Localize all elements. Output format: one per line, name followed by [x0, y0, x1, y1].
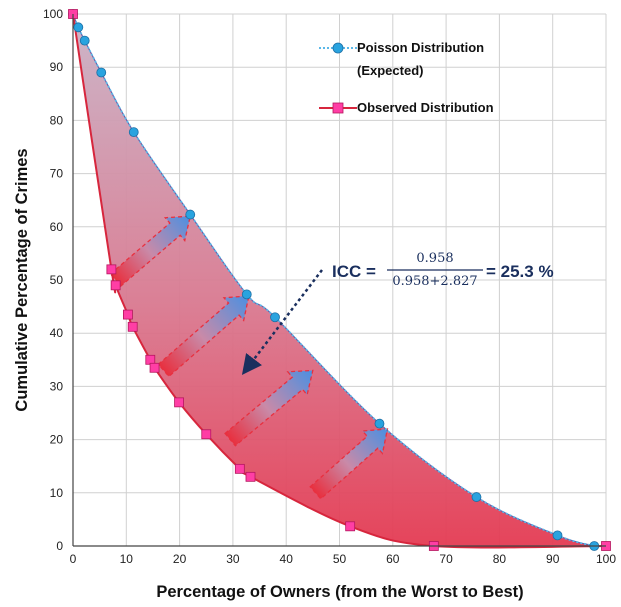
poisson-point-2: [80, 36, 89, 45]
poisson-point-6: [242, 290, 251, 299]
poisson-point-1: [74, 23, 83, 32]
poisson-point-9: [472, 493, 481, 502]
x-tick-label-10: 10: [120, 552, 134, 566]
observed-point-3: [123, 310, 132, 319]
legend-poisson-label-1: Poisson Distribution: [357, 40, 484, 55]
y-tick-label-40: 40: [50, 326, 64, 340]
x-tick-label-30: 30: [226, 552, 240, 566]
y-tick-label-30: 30: [50, 379, 64, 393]
observed-point-8: [202, 430, 211, 439]
x-tick-label-90: 90: [546, 552, 560, 566]
legend-poisson-label-2: (Expected): [357, 63, 423, 78]
y-tick-label-60: 60: [50, 220, 64, 234]
y-tick-label-50: 50: [50, 273, 64, 287]
x-axis-title: Percentage of Owners (from the Worst to …: [156, 583, 523, 601]
observed-point-9: [235, 464, 244, 473]
x-tick-label-100: 100: [596, 552, 616, 566]
icc-prefix: ICC =: [332, 262, 376, 281]
y-tick-label-10: 10: [50, 486, 64, 500]
legend-poisson-marker: [333, 43, 343, 53]
x-tick-label-0: 0: [70, 552, 77, 566]
poisson-point-5: [186, 210, 195, 219]
legend-observed-marker: [333, 103, 343, 113]
observed-point-2: [111, 281, 120, 290]
observed-point-4: [128, 322, 137, 331]
poisson-point-8: [375, 419, 384, 428]
observed-point-1: [107, 265, 116, 274]
x-tick-label-50: 50: [333, 552, 347, 566]
legend: Poisson Distribution (Expected) Observed…: [319, 40, 494, 115]
y-tick-label-80: 80: [50, 113, 64, 127]
observed-point-7: [175, 398, 184, 407]
y-tick-label-20: 20: [50, 433, 64, 447]
y-tick-label-70: 70: [50, 167, 64, 181]
x-tick-label-40: 40: [280, 552, 294, 566]
x-tick-label-60: 60: [386, 552, 400, 566]
x-tick-label-70: 70: [439, 552, 453, 566]
legend-observed-label: Observed Distribution: [357, 100, 494, 115]
x-tick-label-80: 80: [493, 552, 507, 566]
icc-denominator: 0.958+2.827: [392, 274, 477, 289]
poisson-point-3: [97, 68, 106, 77]
poisson-point-4: [129, 128, 138, 137]
y-tick-label-90: 90: [50, 60, 64, 74]
y-tick-label-100: 100: [43, 7, 63, 21]
icc-numerator: 0.958: [416, 251, 453, 266]
observed-point-11: [346, 522, 355, 531]
observed-point-6: [150, 363, 159, 372]
observed-point-10: [246, 472, 255, 481]
poisson-point-10: [553, 531, 562, 540]
x-tick-label-20: 20: [173, 552, 187, 566]
icc-result: = 25.3 %: [486, 262, 554, 281]
poisson-point-7: [271, 313, 280, 322]
y-tick-label-0: 0: [56, 539, 63, 553]
y-axis-title: Cumulative Percentage of Crimes: [13, 148, 31, 411]
